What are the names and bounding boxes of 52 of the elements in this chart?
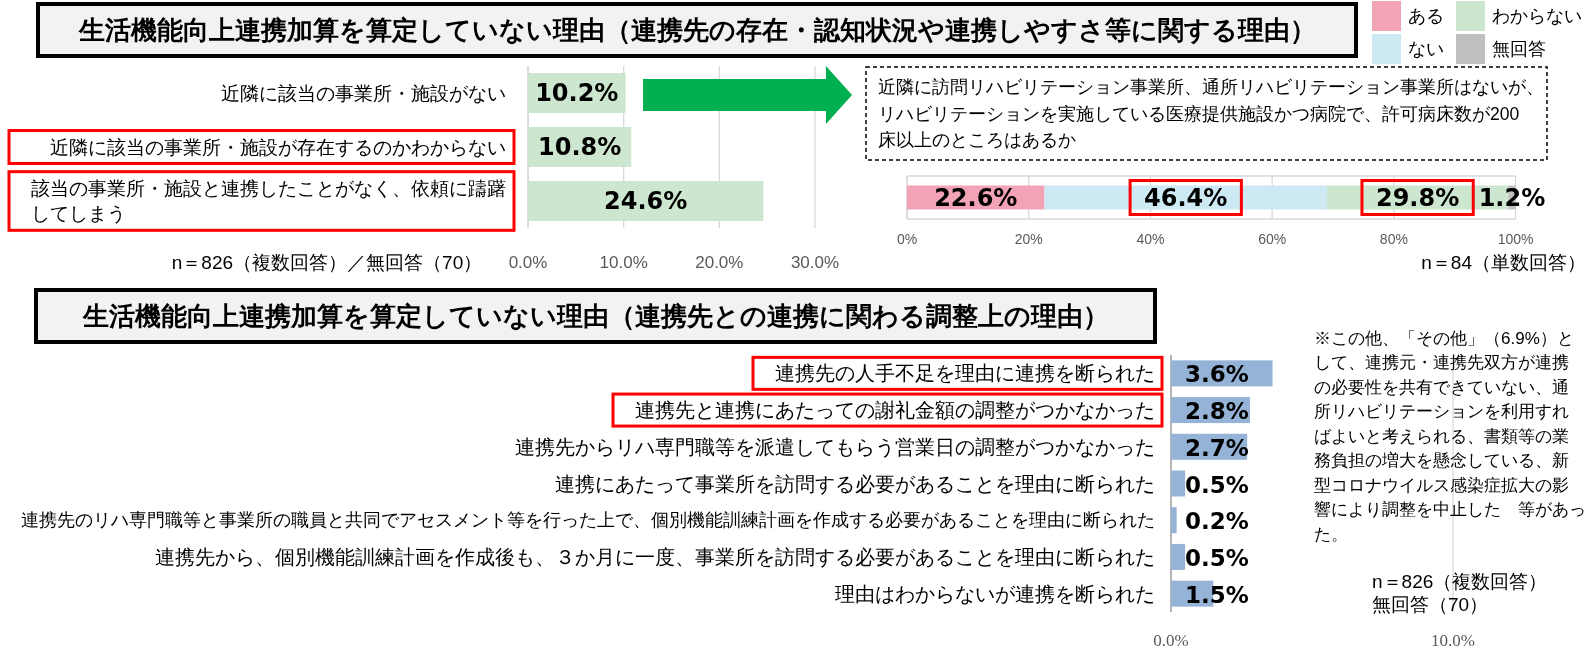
- x-tick-label: 80%: [1379, 231, 1408, 247]
- x-tick-label: 20.0%: [695, 252, 744, 272]
- x-tick-label: 0.0%: [1153, 630, 1189, 650]
- bar: [528, 181, 764, 221]
- y-tick-label: 連携先の人手不足を理由に連携を断られた: [775, 362, 1155, 385]
- y-tick-label: 連携先と連携にあたっての謝礼金額の調整がつかなかった: [635, 399, 1155, 422]
- x-tick-label: 100%: [1497, 231, 1534, 247]
- x-tick-label: 0.0%: [508, 252, 548, 272]
- chart-title: 生活機能向上連携加算を算定していない理由（連携先の存在・認知状況や連携しやすさ等に関する理由）: [77, 15, 1316, 45]
- y-tick-label: 該当の事業所・施設と連携したことがなく、依頼に躊躇してしまう: [31, 177, 506, 225]
- data-label: 10.2%: [535, 79, 619, 107]
- data-label: 46.4%: [1144, 183, 1228, 212]
- x-tick-label: 60%: [1258, 231, 1287, 247]
- text: n＝84（単数回答）: [1421, 251, 1586, 273]
- bar: [1171, 507, 1177, 534]
- data-label: 10.8%: [538, 133, 622, 161]
- annotation: 無回答（70）: [1372, 593, 1489, 615]
- y-tick-label: 近隣に該当の事業所・施設が存在するのかわからない: [50, 136, 506, 158]
- data-label: 1.2%: [1478, 183, 1546, 212]
- x-tick-label: 30.0%: [790, 252, 840, 272]
- data-label: 0.5%: [1185, 544, 1249, 571]
- legend-label: わからない: [1492, 6, 1582, 26]
- data-label: 2.8%: [1185, 398, 1249, 425]
- text: ※この他、「その他」（6.9%）として、連携元・連携先双方が連携の必要性を共有できていない、通所リハビリテーションを利用すればよいと考えられる、書類等の業務負担の増大を懸念している、新型コロナウイルス感染症拡大の影響により調整を中止した 等があった。: [1314, 328, 1586, 544]
- x-tick-label: 0%: [896, 231, 918, 247]
- legend-label: ある: [1408, 6, 1444, 26]
- data-label: 2.7%: [1185, 434, 1249, 461]
- data-label: 24.6%: [604, 187, 688, 215]
- y-tick-label: 連携先のリハ専門職等と事業所の職員と共同でアセスメント等を行った上で、個別機能訓練計画を作成する必要があることを理由に断られた: [21, 510, 1155, 531]
- annotation: n＝826（複数回答）: [1372, 570, 1548, 592]
- y-tick-label: 連携先から、個別機能訓練計画を作成後も、３か月に一度、事業所を訪問する必要があることを理由に断られた: [155, 545, 1155, 568]
- data-label: 0.2%: [1185, 508, 1249, 535]
- legend-label: ない: [1408, 39, 1444, 59]
- data-label: 0.5%: [1185, 471, 1249, 498]
- x-tick-label: 40%: [1136, 231, 1165, 247]
- bar: [1171, 470, 1186, 497]
- y-tick-label: 連携先からリハ専門職等を派遣してもらう営業日の調整がつかなかった: [515, 435, 1155, 458]
- data-label: 3.6%: [1185, 361, 1249, 388]
- x-tick-label: 20%: [1014, 231, 1043, 247]
- y-tick-label: 理由はわからないが連携を断られた: [835, 582, 1155, 605]
- chart-title: 近隣に訪問リハビリテーション事業所、通所リハビリテーション事業所はないが、リハビリテーションを実施している医療提供施設かつ病院で、許可病床数が200床以上のところはあるか: [878, 77, 1544, 150]
- bar: [1171, 543, 1186, 570]
- x-tick-label: 10.0%: [1431, 630, 1475, 650]
- legend-label: 無回答: [1492, 39, 1546, 59]
- data-label: 22.6%: [934, 183, 1018, 212]
- x-tick-label: 10.0%: [599, 252, 648, 272]
- data-label: 29.8%: [1375, 183, 1460, 212]
- data-label: 1.5%: [1185, 581, 1249, 608]
- text: n＝826（複数回答）／無回答（70）: [171, 251, 483, 273]
- y-tick-label: 連携にあたって事業所を訪問する必要があることを理由に断られた: [555, 472, 1155, 495]
- y-tick-label: 近隣に該当の事業所・施設がない: [221, 82, 506, 104]
- text: 生活機能向上連携加算を算定していない理由（連携先との連携に関わる調整上の理由）: [81, 301, 1109, 331]
